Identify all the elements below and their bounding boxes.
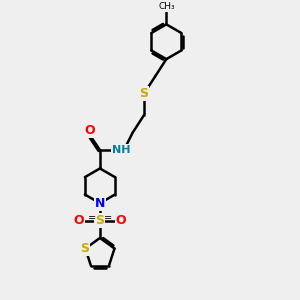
Text: S: S	[140, 87, 148, 101]
Text: S: S	[95, 214, 104, 227]
Text: =: =	[103, 213, 112, 223]
Text: N: N	[95, 197, 105, 210]
Text: NH: NH	[112, 145, 130, 155]
Text: O: O	[84, 124, 94, 137]
Text: O: O	[74, 214, 84, 227]
Text: S: S	[80, 242, 89, 255]
Text: =: =	[88, 213, 96, 223]
Text: CH₃: CH₃	[158, 2, 175, 11]
Text: O: O	[116, 214, 126, 227]
